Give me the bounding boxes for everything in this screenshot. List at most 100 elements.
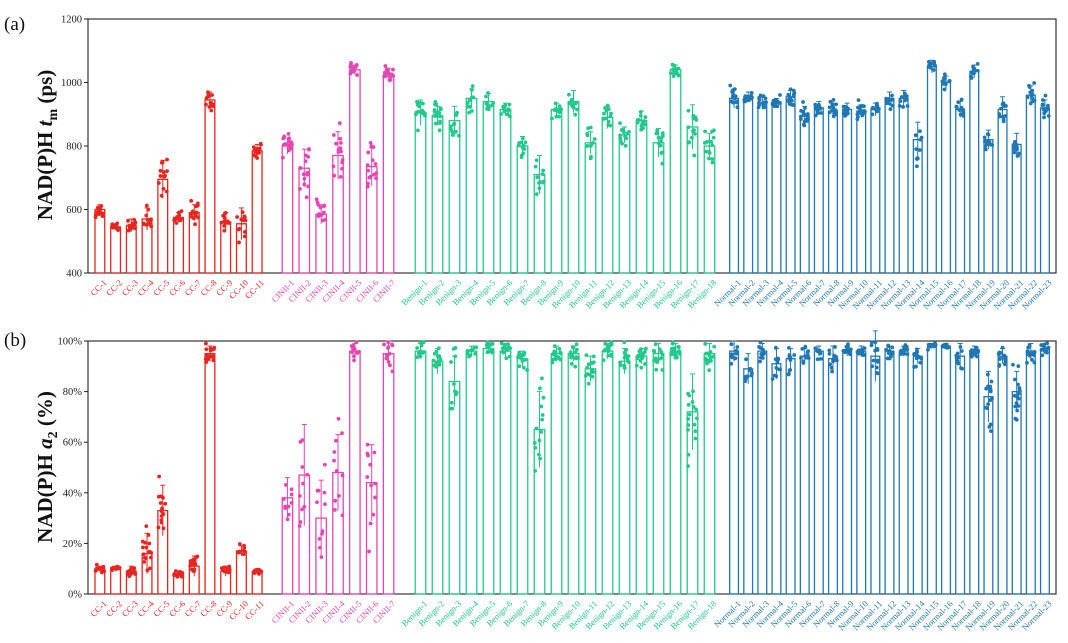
data-point [692,153,697,158]
data-point [516,353,521,358]
data-point [989,429,993,433]
data-point [998,357,1002,361]
data-point [686,125,691,130]
bar [743,96,754,274]
data-point [241,218,246,223]
data-point [156,181,161,185]
data-point [961,113,966,118]
bar [1039,347,1050,595]
data-point [803,106,807,110]
data-point [467,354,471,359]
data-point [289,500,294,505]
data-point [223,210,228,215]
data-point [1041,107,1046,112]
data-point [899,95,904,99]
data-point [637,349,642,354]
data-point [710,129,714,134]
data-point [449,124,453,129]
data-point [655,128,660,133]
data-point [592,137,597,141]
data-point [533,468,538,473]
data-point [710,157,715,161]
data-point [982,135,987,140]
data-point [874,107,878,112]
data-point [211,347,216,352]
data-point [189,211,194,216]
y-tick-label: 800 [66,142,82,153]
data-point [93,568,98,573]
data-point [693,115,698,120]
data-point [770,377,775,381]
data-point [654,367,659,372]
data-point [142,559,147,564]
data-point [161,170,166,174]
data-point [417,104,422,109]
data-point [926,65,931,69]
data-point [322,462,327,467]
data-point [452,389,457,394]
data-point [192,567,197,572]
data-point [832,353,836,358]
data-point [485,350,490,355]
data-point [800,346,805,351]
data-point [452,382,456,386]
data-point [128,227,133,232]
data-point [318,205,323,210]
data-point [538,456,543,461]
data-point [1027,343,1032,348]
data-point [523,357,528,362]
data-point [862,108,866,113]
bar [235,550,247,595]
bar [669,350,682,595]
data-point [871,358,876,363]
bar [482,100,495,274]
data-point [149,224,154,229]
data-point [383,64,388,68]
data-point [176,571,181,576]
data-point [918,137,923,142]
data-point [735,345,740,349]
data-point [693,132,697,136]
data-point [570,345,575,349]
data-point [941,81,946,86]
bar [499,350,512,595]
bar [618,360,631,595]
bar [348,350,361,595]
data-point [323,217,328,222]
data-point [507,354,512,359]
data-point [242,234,247,239]
data-point [703,129,707,134]
bar [940,81,952,274]
data-point [317,212,321,216]
data-point [211,354,216,359]
bar [110,226,122,274]
data-point [975,61,980,66]
data-point [164,189,169,194]
data-point [901,105,905,109]
data-point [432,109,437,114]
data-point [390,343,395,348]
data-point [1025,360,1029,365]
data-point [654,131,659,136]
data-point [758,359,762,364]
data-point [540,417,545,422]
data-point [955,351,960,356]
data-point [918,129,922,134]
data-point [1014,417,1019,422]
data-point [958,345,963,349]
data-point [340,166,344,171]
bar [465,350,478,595]
data-point [504,356,509,361]
data-point [975,354,979,359]
x-tick-label: CC-6 [167,598,188,619]
data-point [553,101,558,106]
data-point [788,95,792,100]
data-point [468,104,473,109]
data-point [603,341,608,346]
data-point [586,126,591,131]
data-point [180,574,185,579]
data-point [415,346,420,350]
data-point [421,101,425,106]
data-point [735,105,740,110]
